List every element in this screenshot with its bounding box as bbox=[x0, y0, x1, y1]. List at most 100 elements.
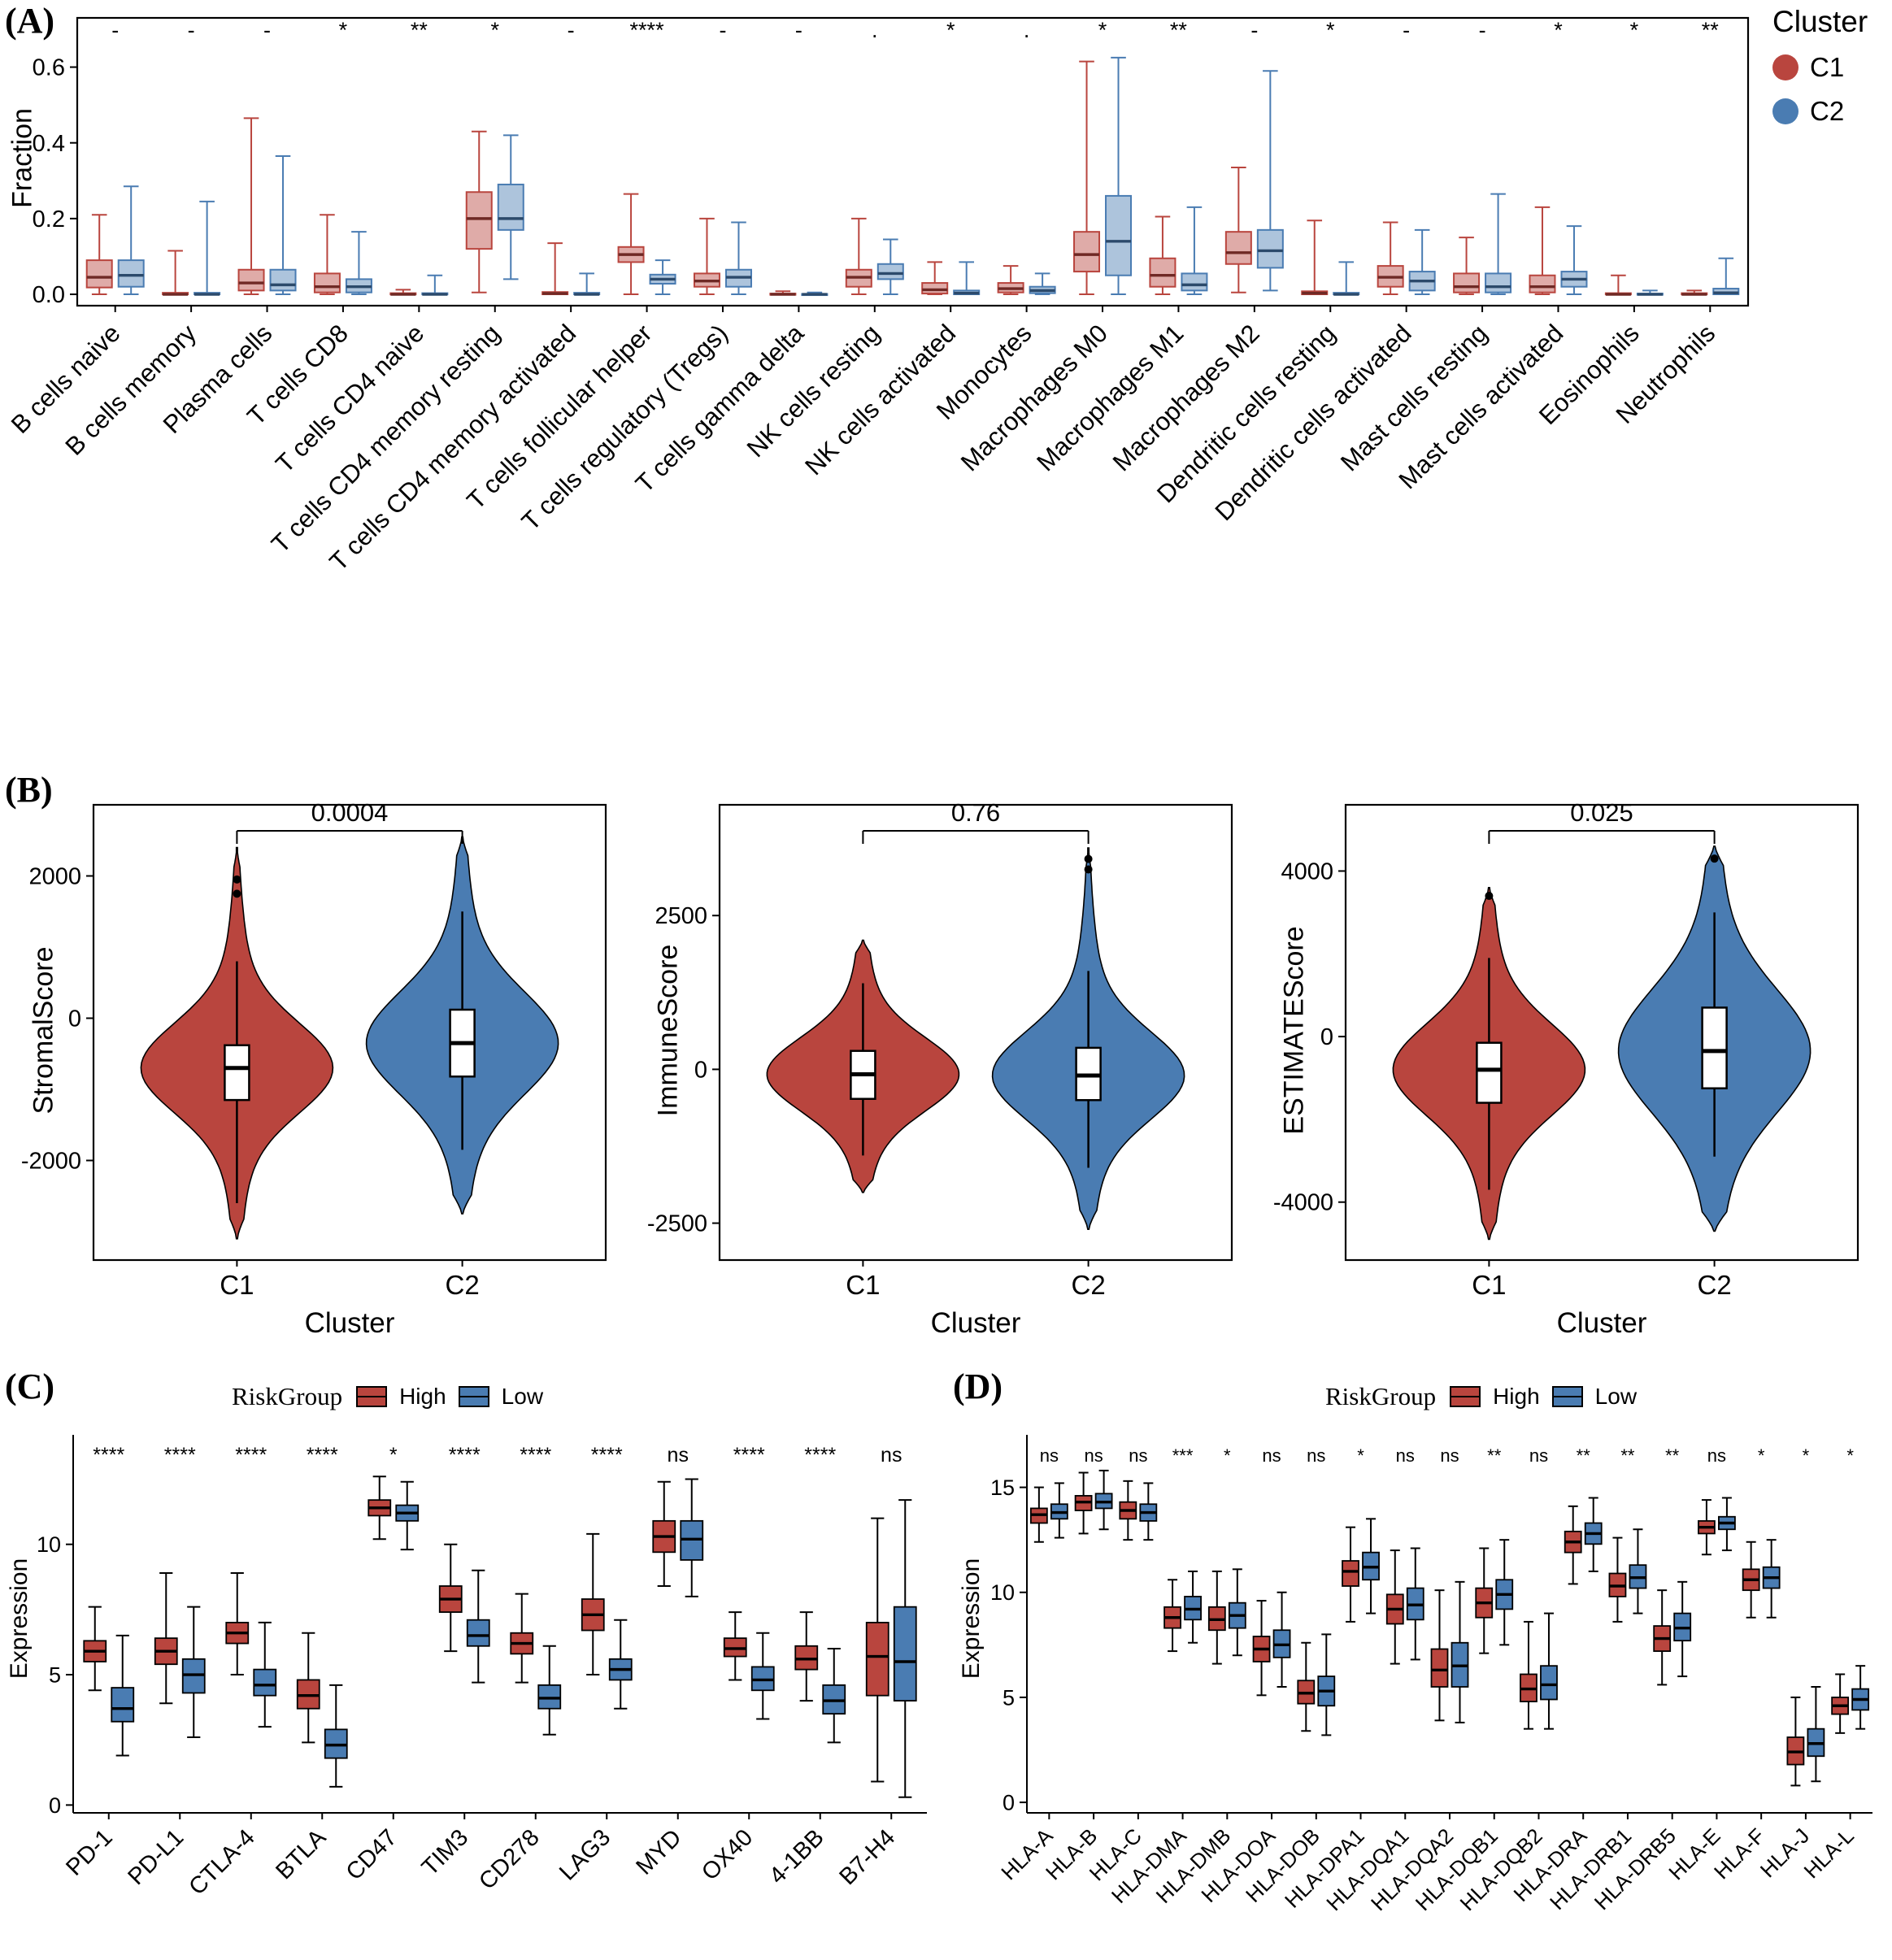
significance-label: * bbox=[1326, 18, 1335, 42]
cluster-legend: Cluster C1 C2 bbox=[1772, 5, 1868, 127]
stromalscore-y-axis-label: StromalScore bbox=[28, 946, 59, 1115]
significance-label: ** bbox=[1577, 1445, 1591, 1466]
significance-label: * bbox=[1098, 18, 1107, 42]
c1-color-dot-icon bbox=[1772, 54, 1798, 80]
significance-label: * bbox=[490, 18, 499, 42]
riskgroup-legend-d: RiskGroup High Low bbox=[1325, 1382, 1637, 1411]
box bbox=[253, 1668, 277, 1697]
significance-label: ** bbox=[1665, 1445, 1680, 1466]
y-tick-label: -2500 bbox=[647, 1211, 707, 1237]
plot-frame bbox=[1344, 803, 1859, 1262]
box bbox=[237, 268, 265, 292]
y-tick-label: -4000 bbox=[1273, 1190, 1333, 1216]
pvalue-label: 0.025 bbox=[1570, 798, 1633, 827]
panel-b-label: (B) bbox=[5, 770, 53, 810]
significance-label: **** bbox=[520, 1444, 551, 1467]
significance-label: **** bbox=[630, 18, 665, 42]
significance-label: - bbox=[719, 18, 726, 42]
x-category-label: 4-1BB bbox=[764, 1824, 829, 1889]
x-category-label: HLA-F bbox=[1709, 1823, 1769, 1884]
box bbox=[85, 259, 113, 289]
x-category-label: CD47 bbox=[341, 1824, 402, 1885]
box bbox=[269, 268, 297, 292]
panel-a-y-axis-label: Fraction bbox=[7, 108, 38, 208]
box bbox=[1181, 272, 1208, 292]
box bbox=[111, 1687, 135, 1723]
x-category-label: LAG3 bbox=[555, 1824, 615, 1885]
riskgroup-legend-c: RiskGroup High Low bbox=[232, 1382, 543, 1411]
significance-label: ** bbox=[1170, 18, 1188, 42]
box bbox=[1149, 257, 1177, 288]
box bbox=[313, 272, 341, 293]
box bbox=[466, 1619, 490, 1647]
significance-label: * bbox=[1357, 1445, 1364, 1466]
significance-label: ** bbox=[1487, 1445, 1502, 1466]
panel-d-label: (D) bbox=[953, 1367, 1003, 1406]
significance-label: * bbox=[1846, 1445, 1854, 1466]
outlier-point bbox=[1485, 892, 1494, 900]
significance-label: ns bbox=[881, 1444, 902, 1467]
x-category-label: CD278 bbox=[474, 1824, 544, 1894]
box bbox=[117, 259, 145, 288]
pvalue-label: 0.76 bbox=[951, 798, 1000, 827]
significance-label: ns bbox=[1040, 1445, 1059, 1466]
x-tick-label: C1 bbox=[1472, 1270, 1506, 1300]
significance-label: ns bbox=[1396, 1445, 1415, 1466]
significance-label: **** bbox=[93, 1444, 124, 1467]
x-category-label: PD-L1 bbox=[123, 1824, 189, 1890]
box bbox=[1529, 274, 1556, 293]
significance-label: * bbox=[1554, 18, 1563, 42]
y-tick-label: 0.4 bbox=[33, 131, 65, 157]
significance-label: * bbox=[339, 18, 348, 42]
y-tick-label: 0.6 bbox=[33, 55, 65, 81]
box bbox=[1453, 272, 1481, 293]
riskgroup-legend-c-title: RiskGroup bbox=[232, 1382, 343, 1410]
x-category-label: HLA-L bbox=[1799, 1823, 1859, 1883]
checkpoint-expression-boxplot: 0 5 10 PD-1 **** PD-L1 **** CTLA-4 **** BTLA **** C… bbox=[37, 1435, 927, 1901]
significance-label: ** bbox=[1620, 1445, 1635, 1466]
significance-label: ns bbox=[668, 1444, 689, 1467]
significance-label: * bbox=[946, 18, 955, 42]
high-risk-label-d: High bbox=[1493, 1384, 1540, 1409]
panel-c-y-axis-label: Expression bbox=[6, 1558, 33, 1680]
significance-label: - bbox=[1479, 18, 1486, 42]
estimatescore-violin-plot: -4000 0 4000 C1 C2 0.025 bbox=[1273, 798, 1859, 1300]
outlier-point bbox=[1084, 865, 1093, 874]
pvalue-label: 0.0004 bbox=[311, 798, 389, 827]
box bbox=[465, 191, 493, 250]
significance-label: * bbox=[1758, 1445, 1765, 1466]
significance-label: ns bbox=[1707, 1445, 1726, 1466]
low-risk-label: Low bbox=[501, 1384, 544, 1409]
x-category-label: B cells memory bbox=[59, 319, 202, 461]
x-category-label: MYD bbox=[631, 1824, 686, 1880]
significance-label: ns bbox=[1129, 1445, 1147, 1466]
x-category-label: TIM3 bbox=[417, 1824, 473, 1880]
significance-label: **** bbox=[449, 1444, 481, 1467]
outlier-point bbox=[1084, 854, 1093, 863]
c1-legend-label: C1 bbox=[1810, 52, 1845, 82]
x-tick-label: C2 bbox=[446, 1270, 480, 1300]
x-category-label: BTLA bbox=[271, 1824, 331, 1884]
significance-label: * bbox=[389, 1444, 398, 1467]
x-category-label: NK cells resting bbox=[742, 319, 885, 463]
significance-label: **** bbox=[591, 1444, 623, 1467]
box bbox=[497, 183, 524, 231]
significance-label: **** bbox=[804, 1444, 836, 1467]
high-risk-key-icon bbox=[356, 1386, 388, 1407]
significance-label: ns bbox=[1307, 1445, 1325, 1466]
significance-label: ** bbox=[411, 18, 428, 42]
box bbox=[1105, 194, 1133, 276]
immune-cell-fraction-boxplot: 0.00.20.40.6B cells naive-B cells memory… bbox=[6, 16, 1750, 576]
significance-label: . bbox=[1024, 18, 1030, 42]
box bbox=[921, 282, 949, 295]
outlier-point bbox=[233, 889, 241, 898]
y-tick-label: 5 bbox=[1003, 1685, 1015, 1710]
high-risk-label: High bbox=[399, 1384, 446, 1409]
panel-a-label: (A) bbox=[5, 1, 55, 41]
immunescore-y-axis-label: ImmuneScore bbox=[652, 944, 684, 1117]
significance-label: ns bbox=[1529, 1445, 1548, 1466]
x-category-label: PD-1 bbox=[61, 1824, 117, 1880]
y-tick-label: 15 bbox=[990, 1475, 1015, 1500]
x-category-label: B7-H4 bbox=[834, 1824, 900, 1890]
